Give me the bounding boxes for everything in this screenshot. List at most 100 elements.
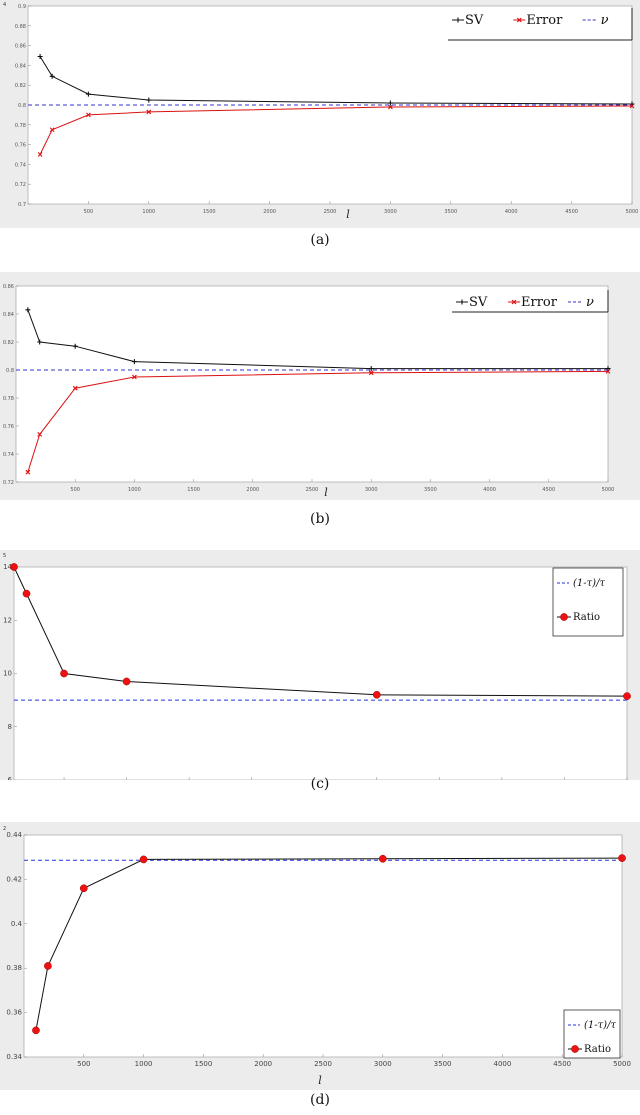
legend-label-2: ν [586,295,594,310]
y-tick-label: 0.44 [6,831,22,839]
x-tick-label: 1000 [128,487,141,493]
caption-d: (d) [310,1092,330,1108]
series-line-0 [27,309,608,370]
y-tick-label: 0.78 [3,396,14,402]
x-tick-label: 1000 [142,209,155,215]
data-point-s1-leg [511,299,517,305]
chart-b: 500 1000 1500 2000 2500 3000 3500 4000 4500 5000 0… [0,272,640,500]
corner-mark: 2 [3,826,6,832]
chart-a: 4500 1000 1500 2000 2500 3000 3500 4000 4500 5000… [0,0,640,228]
data-point-s0-leg [455,17,461,23]
y-tick-label: 0.76 [15,143,26,149]
corner-mark: 5 [3,553,6,559]
data-point-s1-4 [388,104,393,110]
x-tick-label: 500 [77,1060,90,1068]
y-tick-label: 0.38 [6,964,22,972]
legend-label-1: Ratio [584,1044,611,1055]
x-tick-label: 2500 [306,487,319,493]
caption-b: (b) [310,511,330,527]
legend-label-1: Ratio [573,612,600,623]
series-line-1 [39,105,633,155]
x-tick-label: 4000 [493,1060,511,1068]
legend-label-1: Error [521,295,558,310]
series-line-0 [39,56,633,105]
data-point-s1-0 [10,563,18,571]
chart-panel-a: 4 500 1000 1500 2000 2500 3000 3500 4000 4500 5000… [0,0,640,255]
data-point-s1-3 [122,677,131,686]
y-tick-label: 8 [8,723,12,731]
data-point-s1-2 [60,669,68,678]
y-tick-label: 0.86 [15,44,26,50]
x-tick-label: 1500 [203,209,216,215]
y-tick-label: 10 [3,670,12,678]
chart-panel-c: 5500100015002000250030003500400045005000… [0,550,640,798]
data-point-s0-0 [25,307,31,313]
y-tick-label: 6 [8,776,13,780]
data-point-s1-1 [49,127,55,133]
chart-c: 5500100015002000250030003500400045005000… [0,550,640,780]
x-tick-label: 1500 [187,487,200,493]
x-tick-label: 4500 [553,1060,571,1068]
x-tick-label: 3000 [384,209,397,215]
x-tick-label: 3500 [434,1060,452,1068]
corner-mark: 4 [3,2,6,8]
x-tick-label: 3500 [444,209,457,215]
y-tick-label: 0.84 [3,312,14,318]
series-line-1 [27,370,609,473]
data-point-s1-0 [25,469,31,475]
data-point-s1-2 [72,385,78,391]
y-tick-label: 0.36 [6,1009,22,1017]
x-tick-label: 4500 [565,209,578,215]
y-tick-label: 0.74 [15,162,26,168]
data-point-s1-1 [37,432,43,437]
data-point-s1-4 [378,854,387,863]
y-tick-label: 0.82 [15,83,26,89]
x-tick-label: 500 [84,209,94,215]
x-tick-label: 3000 [374,1060,392,1068]
legend-label-0: (1-τ)/τ [584,1020,616,1031]
x-tick-label: 1000 [135,1060,153,1068]
y-tick-label: 0.72 [3,480,14,486]
y-tick-label: 0.34 [6,1053,22,1061]
x-tick-label: 2000 [254,1060,272,1068]
data-point-s0-0 [37,53,43,59]
x-tick-label: 5000 [602,487,615,493]
data-point-s1-4 [368,370,374,376]
data-point-s0-4 [387,100,393,106]
caption-c: (c) [310,776,330,792]
chart-d: 2500 1000 1500 2000 2500 3000 3500 4000 4500 5000… [0,822,640,1090]
x-tick-label: 3000 [365,487,378,493]
y-tick-label: 0.88 [15,24,26,30]
y-tick-label: 0.72 [15,182,26,188]
plot-area [13,566,628,780]
chart-panel-b: 500 1000 1500 2000 2500 3000 3500 4000 4500 5000 0… [0,272,640,532]
data-point-s0-4 [368,366,374,372]
x-tick-label: 1500 [194,1060,212,1068]
x-tick-label: 4000 [505,209,518,215]
x-tick-label: 4000 [483,487,496,493]
x-tick-label: 3500 [424,487,437,493]
legend-box [552,567,624,637]
plot-area [23,834,623,1058]
y-tick-label: 0.86 [3,284,14,290]
data-point-s1-2 [79,884,88,893]
legend-label-0: (1-τ)/τ [573,578,605,589]
y-tick-label: 0.74 [3,452,14,458]
x-tick-label: 2000 [246,487,259,493]
chart-panel-d: 2 500 1000 1500 2000 2500 3000 3500 4000 4500 5000… [0,822,640,1115]
data-point-s0-2 [72,343,78,349]
x-tick-label: 2500 [314,1060,332,1068]
x-axis-label: l [346,208,350,221]
legend-label-1: Error [526,13,563,28]
data-point-s1-3 [139,855,148,864]
y-tick-label: 0.82 [3,340,14,346]
data-point-s1-3 [146,109,152,115]
x-axis-label: l [324,486,328,499]
x-tick-label: 5000 [613,1060,631,1068]
y-tick-label: 0.9 [18,4,26,10]
data-point-s1-4 [372,690,381,699]
x-axis-label: l [318,1074,322,1087]
data-point-s0-3 [146,97,152,103]
data-point-s1-2 [86,112,91,118]
data-point-s1-1 [44,962,52,970]
